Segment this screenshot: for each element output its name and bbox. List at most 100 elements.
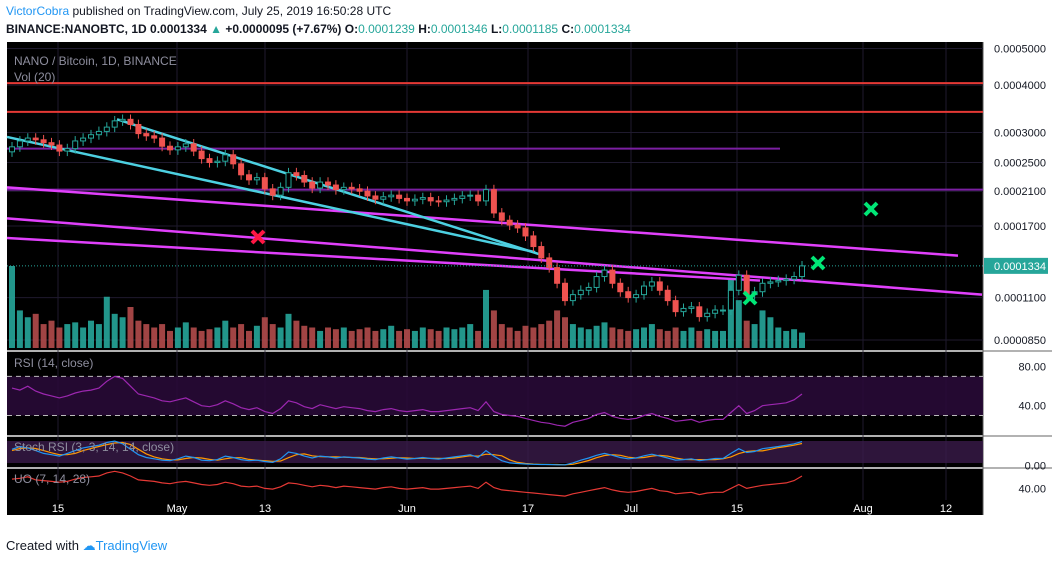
rsi-tick-label: 40.00: [1018, 401, 1046, 413]
candle-body: [167, 145, 173, 151]
volume-bar: [411, 330, 418, 348]
close-label: C:: [561, 22, 575, 36]
price-change: +0.0000095 (+7.67%): [225, 22, 342, 36]
x-tick-label: Jun: [398, 503, 416, 515]
volume-bar: [490, 310, 497, 348]
volume-bar: [348, 330, 355, 348]
volume-bar: [32, 313, 39, 348]
volume-bar: [735, 300, 742, 348]
volume-bar: [24, 317, 31, 348]
candle-body: [174, 146, 181, 151]
candle-body: [727, 289, 734, 311]
candle-body: [577, 289, 584, 296]
uo-pane-bg: [7, 469, 983, 500]
candle-body: [261, 177, 268, 190]
volume-bar: [562, 317, 568, 348]
volume-bar: [443, 327, 450, 348]
candle-body: [159, 137, 166, 147]
author-name[interactable]: VictorCobra: [6, 4, 70, 18]
y-tick-label: 0.0001100: [995, 293, 1046, 305]
candle-body: [498, 212, 505, 221]
volume-bar: [783, 330, 790, 348]
last-price: 0.0001334: [150, 22, 207, 36]
volume-bar: [751, 324, 758, 348]
candle-body: [522, 227, 529, 237]
up-arrow-icon: ▲: [210, 22, 222, 36]
volume-bar: [467, 324, 474, 348]
tradingview-brand[interactable]: TradingView: [95, 538, 168, 553]
candle-body: [569, 294, 576, 302]
volume-bar: [372, 330, 379, 348]
volume-bar: [530, 327, 537, 348]
candle-body: [214, 160, 221, 164]
candle-body: [348, 186, 355, 190]
volume-bar: [88, 320, 94, 348]
candle-body: [95, 130, 102, 136]
volume-bar: [127, 307, 134, 348]
volume-bar: [9, 266, 15, 348]
cross-red-icon: [250, 229, 266, 245]
open-value: 0.0001239: [358, 22, 415, 36]
candle-body: [475, 194, 482, 202]
candle-body: [325, 181, 331, 186]
volume-bar: [364, 327, 371, 348]
candle-body: [143, 133, 150, 137]
time-axis-bg: [7, 500, 983, 515]
volume-bar: [159, 324, 166, 348]
cross-green-icon: [810, 255, 826, 271]
volume-bar: [214, 327, 221, 348]
volume-bar: [538, 324, 545, 348]
open-label: O:: [344, 22, 359, 36]
candle-body: [238, 163, 245, 176]
candle-body: [396, 194, 403, 199]
candle-body: [253, 177, 260, 181]
candle-body: [451, 197, 458, 201]
volume-bar: [404, 329, 410, 348]
volume-legend: Vol (20): [14, 70, 55, 84]
volume-bar: [103, 296, 110, 348]
volume-bar: [514, 330, 521, 348]
volume-bar: [498, 324, 505, 348]
volume-bar: [293, 320, 300, 348]
tradingview-logo-icon[interactable]: ☁: [82, 538, 96, 553]
x-tick-label: 12: [940, 503, 952, 515]
candle-body: [585, 286, 592, 291]
volume-bar: [230, 327, 237, 348]
volume-bar: [601, 322, 608, 348]
volume-bar: [56, 327, 63, 348]
volume-bar: [791, 329, 798, 348]
volume-bar: [633, 329, 640, 348]
stoch-k-line: [11, 440, 803, 466]
volume-bar: [95, 324, 102, 348]
volume-bar: [641, 327, 647, 348]
volume-bar: [506, 327, 513, 348]
volume-bar: [332, 329, 339, 348]
volume-bar: [182, 322, 189, 348]
volume-bar: [712, 330, 719, 348]
main-legend: NANO / Bitcoin, 1D, BINANCE: [14, 54, 177, 68]
x-tick-label: 15: [52, 503, 64, 515]
candle-body: [269, 188, 276, 196]
volume-bar: [696, 330, 703, 348]
candle-body: [16, 140, 23, 148]
publish-info: published on TradingView.com, July 25, 2…: [69, 4, 392, 18]
rsi-legend: RSI (14, close): [14, 356, 93, 370]
y-tick-label: 0.0000850: [994, 335, 1046, 347]
uo-tick-label: 40.00: [1018, 483, 1046, 495]
candle-body: [24, 137, 31, 142]
candle-body: [198, 150, 205, 160]
cross-green-icon: [742, 290, 758, 306]
trend-line: [6, 217, 983, 296]
candle-body: [435, 200, 442, 203]
volume-bar: [554, 310, 561, 348]
candle-body: [111, 120, 118, 128]
uo-line: [11, 470, 803, 497]
volume-bar: [680, 330, 687, 348]
volume-bar: [483, 289, 489, 348]
candle-body: [688, 306, 695, 309]
candle-body: [483, 189, 489, 202]
candle-body: [340, 186, 347, 191]
volume-bar: [269, 324, 276, 348]
candle-body: [332, 184, 339, 191]
